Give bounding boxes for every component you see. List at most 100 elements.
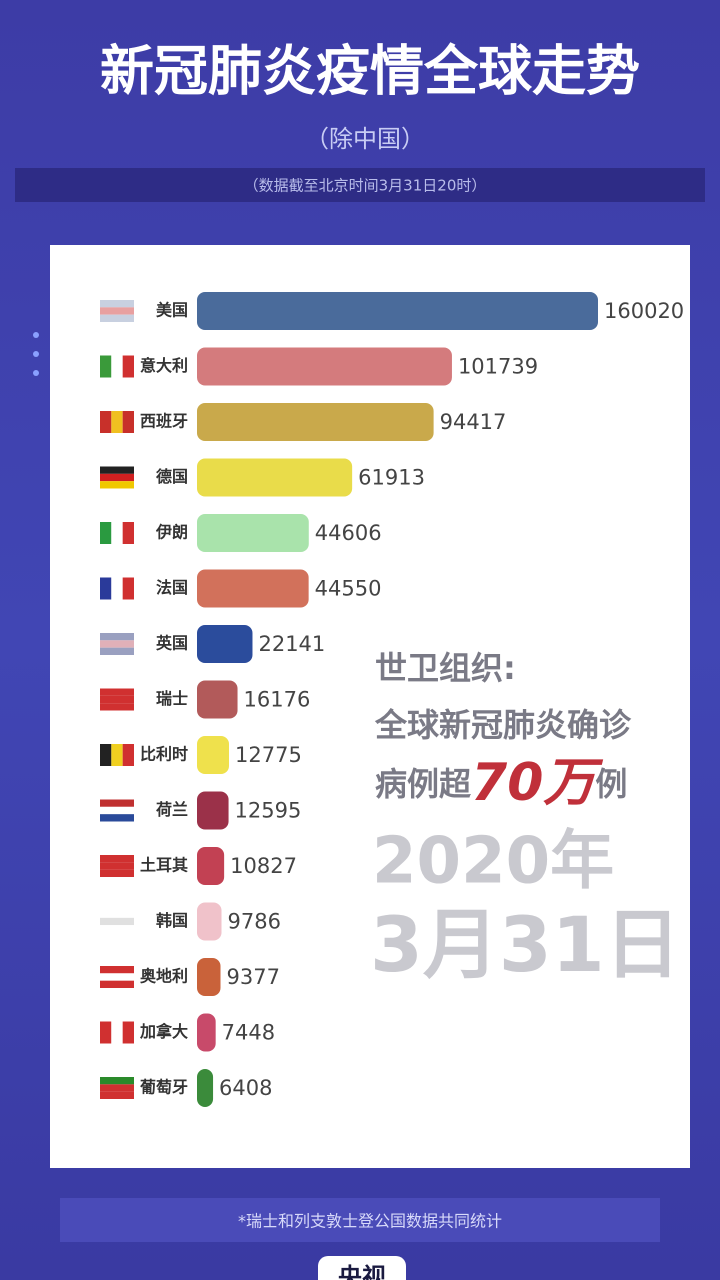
flag-stripe bbox=[100, 799, 134, 807]
bar bbox=[197, 569, 309, 608]
category-label: 加拿大 bbox=[139, 1022, 188, 1041]
panel bbox=[50, 245, 690, 1168]
category-label: 英国 bbox=[155, 634, 188, 653]
flag-stripe bbox=[111, 744, 123, 766]
date-year: 2020年 bbox=[372, 825, 614, 899]
category-label: 韩国 bbox=[156, 911, 188, 930]
flag-stripe bbox=[122, 577, 134, 600]
value-label: 16176 bbox=[244, 688, 311, 712]
bar bbox=[197, 1069, 214, 1107]
flag-stripe bbox=[100, 481, 134, 489]
flag-stripe bbox=[100, 1091, 134, 1099]
category-label: 荷兰 bbox=[156, 800, 188, 819]
date-day: 3月31日 bbox=[370, 900, 681, 989]
value-label: 22141 bbox=[258, 632, 325, 656]
flag-stripe bbox=[122, 411, 134, 433]
value-label: 12595 bbox=[235, 799, 302, 823]
category-label: 比利时 bbox=[140, 745, 188, 764]
annotation-source: 世卫组织: bbox=[375, 649, 516, 687]
category-label: 奥地利 bbox=[140, 967, 188, 986]
value-label: 12775 bbox=[235, 743, 302, 767]
flag-stripe bbox=[100, 973, 134, 981]
subtitle: （除中国） bbox=[305, 125, 425, 153]
flag-stripe bbox=[100, 473, 134, 482]
flag-stripe bbox=[100, 466, 134, 474]
bar bbox=[197, 958, 221, 996]
flag-stripe bbox=[100, 411, 112, 433]
category-label: 伊朗 bbox=[155, 523, 188, 542]
flag-stripe bbox=[100, 925, 134, 933]
flag-stripe bbox=[100, 647, 134, 655]
bar bbox=[197, 902, 222, 941]
flag-stripe bbox=[122, 522, 134, 544]
annotation-highlight: 70万 bbox=[471, 753, 603, 813]
value-label: 160020 bbox=[604, 299, 684, 323]
value-label: 44606 bbox=[315, 521, 382, 545]
flag-stripe bbox=[100, 862, 134, 870]
flag-stripe bbox=[100, 307, 134, 315]
value-label: 7448 bbox=[222, 1021, 275, 1045]
flag-stripe bbox=[122, 1021, 134, 1044]
flag-stripe bbox=[111, 1021, 123, 1044]
note: （数据截至北京时间3月31日20时） bbox=[244, 177, 487, 195]
category-label: 瑞士 bbox=[156, 689, 188, 708]
flag-stripe bbox=[122, 744, 134, 766]
flag-stripe bbox=[111, 577, 123, 600]
annotation-text: 病例超70万例 bbox=[375, 753, 627, 813]
flag-stripe bbox=[100, 917, 134, 926]
flag-stripe bbox=[100, 910, 134, 918]
dot bbox=[33, 351, 39, 357]
flag-stripe bbox=[100, 355, 112, 378]
annotation-post: 例 bbox=[595, 765, 627, 803]
bar bbox=[197, 625, 253, 663]
footnote: *瑞士和列支敦士登公国数据共同统计 bbox=[238, 1212, 502, 1231]
value-label: 6408 bbox=[219, 1076, 272, 1100]
flag-stripe bbox=[100, 633, 134, 641]
flag-stripe bbox=[111, 522, 123, 544]
bar bbox=[197, 514, 309, 552]
value-label: 44550 bbox=[315, 577, 382, 601]
category-label: 土耳其 bbox=[140, 856, 188, 875]
bar bbox=[197, 458, 353, 497]
flag-stripe bbox=[100, 980, 134, 988]
category-label: 葡萄牙 bbox=[139, 1078, 188, 1097]
logo-box bbox=[318, 1256, 406, 1280]
flag-stripe bbox=[100, 300, 134, 308]
flag-stripe bbox=[100, 522, 112, 544]
bar bbox=[197, 292, 598, 330]
annotation-line: 全球新冠肺炎确诊 bbox=[374, 706, 632, 744]
flag-stripe bbox=[100, 1077, 134, 1085]
flag-stripe bbox=[100, 695, 134, 704]
value-label: 94417 bbox=[440, 410, 507, 434]
bar bbox=[197, 791, 229, 830]
flag-stripe bbox=[111, 411, 123, 433]
flag-stripe bbox=[100, 640, 134, 648]
flag-stripe bbox=[111, 355, 123, 378]
flag-stripe bbox=[100, 577, 112, 600]
value-label: 9786 bbox=[228, 910, 281, 934]
bar bbox=[197, 403, 434, 441]
flag-stripe bbox=[122, 355, 134, 378]
flag-stripe bbox=[100, 688, 134, 696]
footnote-band bbox=[60, 1198, 660, 1242]
chart-title: 新冠肺炎疫情全球走势 bbox=[100, 40, 640, 103]
category-label: 意大利 bbox=[140, 356, 188, 375]
flag-stripe bbox=[100, 1084, 134, 1092]
category-label: 西班牙 bbox=[140, 412, 188, 431]
flag-stripe bbox=[100, 744, 112, 766]
flag-stripe bbox=[100, 869, 134, 877]
category-label: 法国 bbox=[156, 578, 188, 597]
dot bbox=[33, 332, 39, 338]
annotation-pre: 病例超 bbox=[375, 765, 472, 803]
value-label: 61913 bbox=[358, 466, 425, 490]
logo: 央视 bbox=[338, 1263, 386, 1280]
flag-stripe bbox=[100, 314, 134, 322]
value-label: 10827 bbox=[230, 854, 297, 878]
bar bbox=[197, 847, 225, 885]
flag-stripe bbox=[100, 966, 134, 974]
bar bbox=[197, 680, 238, 719]
value-label: 9377 bbox=[226, 965, 279, 989]
bar bbox=[197, 736, 230, 774]
